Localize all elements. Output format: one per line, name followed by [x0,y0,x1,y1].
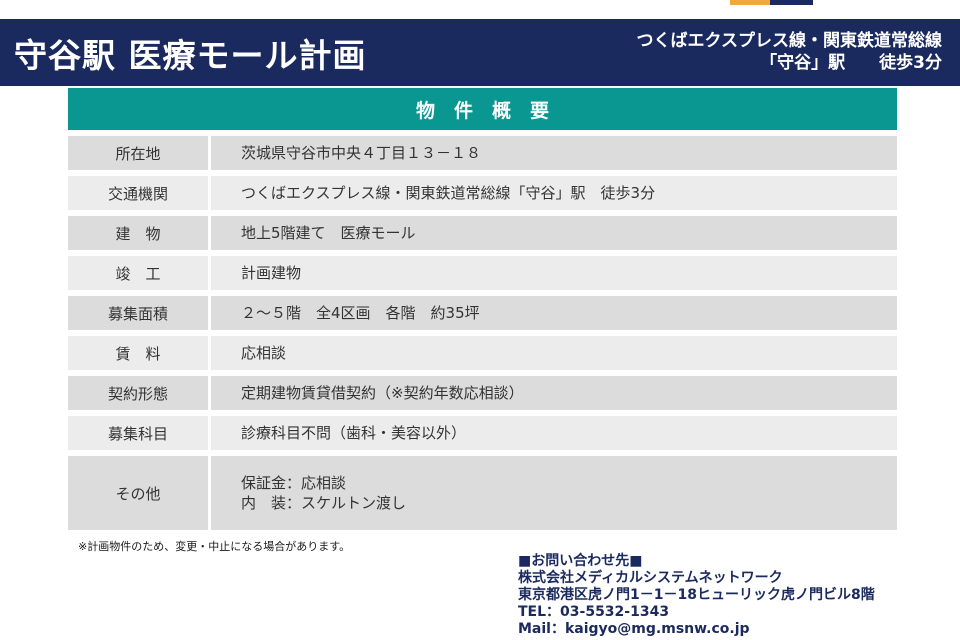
row-value: 保証金：応相談 内 装：スケルトン渡し [211,456,897,530]
row-label: 募集科目 [68,416,208,450]
orange-accent-bar [730,0,770,5]
row-value: 地上5階建て 医療モール [211,216,897,250]
table-title: 物 件 概 要 [68,88,897,130]
table-row: 交通機関 つくばエクスプレス線・関東鉄道常総線「守谷」駅 徒歩3分 [68,176,897,210]
row-label: 竣 工 [68,256,208,290]
navy-accent-bar [770,0,813,5]
row-value: 茨城県守谷市中央４丁目１３－１８ [211,136,897,170]
row-value: 計画建物 [211,256,897,290]
contact-tel: TEL：03-5532-1343 [518,604,670,620]
property-table-rows: 所在地 茨城県守谷市中央４丁目１３－１８ 交通機関 つくばエクスプレス線・関東鉄道常総… [68,136,897,530]
table-row: 竣 工計画建物 [68,256,897,290]
row-value: ２～５階 全4区画 各階 約35坪 [211,296,897,330]
row-value: つくばエクスプレス線・関東鉄道常総線「守谷」駅 徒歩3分 [211,176,897,210]
contact-mail: Mail：kaigyo@mg.msnw.co.jp [518,621,750,637]
contact-info: ■お問い合わせ先■ 株式会社メディカルシステムネットワーク 東京都港区虎ノ門1－… [518,553,875,638]
access-line-1: つくばエクスプレス線・関東鉄道常総線 [636,30,943,51]
contact-company: 株式会社メディカルシステムネットワーク [518,570,783,586]
row-label: その他 [68,456,208,530]
page-title: 守谷駅 医療モール計画 [14,35,367,75]
row-label: 契約形態 [68,376,208,410]
page-header: 守谷駅 医療モール計画 つくばエクスプレス線・関東鉄道常総線 「守谷」駅 徒歩3… [0,19,960,86]
disclaimer-footnote: ※計画物件のため、変更・中止になる場合があります。 [78,540,351,553]
row-label: 建 物 [68,216,208,250]
contact-address: 東京都港区虎ノ門1－1－18ヒューリック虎ノ門ビル8階 [518,587,875,603]
table-row: 建 物地上5階建て 医療モール [68,216,897,250]
row-value: 診療科目不問（歯科・美容以外） [211,416,897,450]
table-row: 所在地 茨城県守谷市中央４丁目１３－１８ [68,136,897,170]
row-label: 募集面積 [68,296,208,330]
table-row: その他 保証金：応相談 内 装：スケルトン渡し [68,456,897,530]
table-row: 賃 料応相談 [68,336,897,370]
row-label: 所在地 [68,136,208,170]
table-row: 契約形態 定期建物賃貸借契約（※契約年数応相談） [68,376,897,410]
table-row: 募集面積 ２～５階 全4区画 各階 約35坪 [68,296,897,330]
table-row: 募集科目 診療科目不問（歯科・美容以外） [68,416,897,450]
property-overview-table: 物 件 概 要 所在地 茨城県守谷市中央４丁目１３－１８ 交通機関 つくばエクスプレス… [68,88,897,530]
row-value: 応相談 [211,336,897,370]
contact-heading: ■お問い合わせ先■ [518,553,643,569]
row-value: 定期建物賃貸借契約（※契約年数応相談） [211,376,897,410]
row-label: 賃 料 [68,336,208,370]
access-line-2: 「守谷」駅 徒歩3分 [760,52,942,73]
row-label: 交通機関 [68,176,208,210]
header-access-text: つくばエクスプレス線・関東鉄道常総線 「守谷」駅 徒歩3分 [637,31,943,75]
